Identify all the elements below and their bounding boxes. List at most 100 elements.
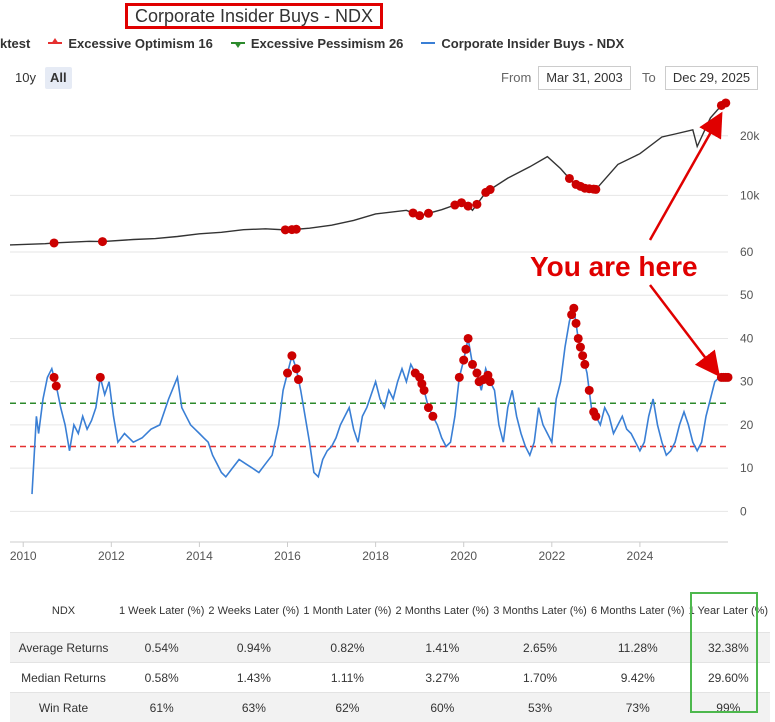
insider-buys-signal-marker	[463, 333, 473, 343]
x-tick-label: 2024	[627, 549, 654, 563]
insider-buys-signal-marker	[472, 368, 482, 378]
x-tick-label: 2018	[362, 549, 389, 563]
ndx-signal-marker	[457, 198, 467, 208]
lower-y-tick-label: 30	[740, 375, 754, 389]
x-tick-label: 2012	[98, 549, 125, 563]
insider-buys-signal-marker	[294, 375, 304, 385]
stats-header: 1 Month Later (%)	[303, 604, 392, 617]
insider-buys-signal-marker	[428, 411, 438, 421]
ndx-signal-marker	[98, 237, 108, 247]
legend-backtest-label: ktest	[0, 35, 31, 51]
ndx-signal-marker	[280, 225, 290, 235]
table-cell: 0.82%	[301, 632, 394, 663]
table-cell: 2.65%	[491, 632, 589, 663]
range-all-button[interactable]: All	[45, 67, 72, 89]
table-cell: 0.58%	[117, 662, 207, 693]
insider-buys-signal-marker	[51, 381, 61, 391]
table-cell: 61%	[117, 692, 207, 722]
table-cell: 1.70%	[491, 662, 589, 693]
table-cell: 32.38%	[686, 632, 770, 663]
legend-series-label: Corporate Insider Buys - NDX	[441, 35, 625, 51]
insider-buys-signal-marker	[485, 377, 495, 387]
table-cell: 99%	[686, 692, 770, 722]
table-cell: 63%	[206, 692, 302, 722]
insider-buys-line-path	[31, 307, 728, 495]
table-cell: Average Returns	[10, 632, 117, 663]
stats-header: 1 Week Later (%)	[118, 604, 205, 617]
ndx-line-path	[9, 102, 725, 246]
red-triangle-icon	[48, 38, 63, 44]
insider-buys-signal-marker	[49, 372, 59, 382]
insider-buys-signal-marker	[573, 333, 583, 343]
table-cell: 11.28%	[588, 632, 687, 663]
stats-table: NDX 1 Week Later (%) 2 Weeks Later (%) 1…	[10, 590, 770, 722]
table-row: Median Returns 0.58% 1.43% 1.11% 3.27% 1…	[10, 662, 770, 693]
to-label: To	[642, 70, 656, 85]
table-row: Win Rate 61% 63% 62% 60% 53% 73% 99%	[10, 692, 770, 722]
legend-optimism[interactable]: Excessive Optimism 16	[48, 36, 213, 51]
stats-header: 2 Months Later (%)	[395, 604, 490, 617]
insider-buys-signal-marker	[95, 372, 105, 382]
insider-buys-signal-marker	[423, 403, 433, 413]
ndx-signal-marker	[49, 238, 59, 248]
grid	[10, 135, 728, 512]
lower-y-tick-label: 0	[740, 504, 747, 518]
x-tick-label: 2016	[274, 549, 301, 563]
stats-header: 6 Months Later (%)	[590, 604, 685, 617]
from-date-input[interactable]: Mar 31, 2003	[538, 66, 631, 90]
insider-buys-signal-marker	[723, 372, 733, 382]
table-cell: 60%	[393, 692, 492, 722]
stats-header: 3 Months Later (%)	[493, 604, 587, 617]
ndx-signal-marker	[472, 199, 482, 209]
legend-pessimism-label: Excessive Pessimism 26	[250, 35, 404, 51]
stats-header-row: NDX 1 Week Later (%) 2 Weeks Later (%) 1…	[10, 590, 770, 633]
ndx-signal-marker	[564, 173, 574, 183]
insider-buys-signal-marker	[591, 411, 601, 421]
table-cell: 0.54%	[117, 632, 207, 663]
insider-buys-signal-marker	[419, 385, 429, 395]
from-label: From	[501, 70, 532, 85]
table-cell: Win Rate	[10, 692, 117, 722]
legend-pessimism[interactable]: Excessive Pessimism 26	[230, 35, 404, 51]
legend-backtest[interactable]: ktest	[0, 36, 30, 51]
blue-line-icon	[421, 42, 436, 44]
table-cell: Median Returns	[10, 662, 117, 693]
insider-buys-signal-marker	[580, 359, 590, 369]
lower-y-tick-label: 60	[740, 245, 754, 259]
upper-y-tick-label: 20k	[740, 129, 760, 143]
green-triangle-icon	[230, 42, 245, 48]
legend: ktest Excessive Optimism 16 Excessive Pe…	[0, 34, 642, 52]
insider-buys-signal-marker	[459, 355, 469, 365]
table-cell: 0.94%	[206, 632, 302, 663]
annotation-text: You are here	[530, 251, 698, 282]
lower-y-tick-label: 20	[740, 418, 754, 432]
table-cell: 29.60%	[686, 662, 770, 693]
insider-buys-signal-marker	[283, 368, 293, 378]
table-cell: 73%	[588, 692, 687, 722]
to-date-input[interactable]: Dec 29, 2025	[665, 66, 758, 90]
stats-header: NDX	[51, 604, 76, 617]
table-cell: 1.41%	[393, 632, 492, 663]
insider-buys-signal-marker	[287, 351, 297, 361]
x-tick-label: 2020	[450, 549, 477, 563]
legend-series[interactable]: Corporate Insider Buys - NDX	[421, 36, 624, 51]
table-cell: 62%	[301, 692, 394, 722]
table-cell: 1.11%	[301, 662, 394, 693]
table-cell: 3.27%	[393, 662, 492, 693]
range-10y-button[interactable]: 10y	[15, 70, 36, 85]
table-cell: 53%	[491, 692, 589, 722]
ndx-signal-marker	[415, 211, 425, 221]
insider-buys-signal-marker	[584, 385, 594, 395]
lower-y-tick-label: 10	[740, 461, 754, 475]
ndx-signal-marker	[463, 201, 473, 211]
ndx-price-line	[9, 102, 725, 246]
x-tick-label: 2014	[186, 549, 213, 563]
upper-y-tick-label: 10k	[740, 188, 760, 202]
ndx-signal-marker	[291, 224, 301, 234]
table-cell: 9.42%	[588, 662, 687, 693]
ndx-signal-markers	[49, 98, 731, 248]
annotation-arrow-up	[648, 111, 723, 241]
ndx-signal-marker	[721, 98, 731, 108]
insider-buys-signal-marker	[578, 351, 588, 361]
x-tick-label: 2022	[538, 549, 565, 563]
